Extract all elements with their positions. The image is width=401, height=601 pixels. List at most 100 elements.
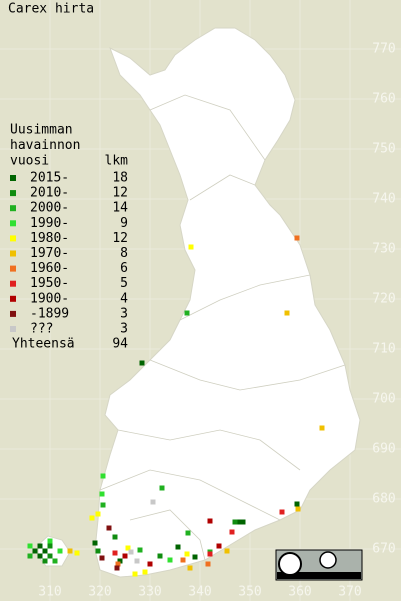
observation-dot	[188, 244, 194, 250]
observation-dot	[159, 485, 165, 491]
legend-label: 1970-	[30, 246, 69, 261]
legend-label: ???	[30, 322, 53, 337]
license-strip	[277, 572, 361, 579]
observation-dot	[175, 544, 181, 550]
by-icon	[319, 551, 337, 569]
x-tick-label: 310	[38, 585, 61, 600]
observation-dot	[117, 558, 123, 564]
legend-count: 18	[112, 171, 128, 186]
observation-dot	[184, 310, 190, 316]
observation-dot	[319, 425, 325, 431]
observation-dot	[142, 569, 148, 575]
observation-dot	[134, 558, 140, 564]
legend-count: 5	[120, 276, 128, 291]
observation-dot	[47, 553, 53, 559]
observation-dot	[284, 310, 290, 316]
observation-dot	[37, 543, 43, 549]
y-tick-label: 670	[372, 542, 395, 557]
observation-dot	[157, 553, 163, 559]
y-tick-label: 700	[372, 392, 395, 407]
observation-dot	[42, 558, 48, 564]
legend-swatch	[10, 190, 16, 197]
legend-count-heading: lkm	[105, 154, 129, 169]
map-title: Carex hirta	[8, 2, 94, 17]
observation-dot	[180, 557, 186, 563]
observation-dot	[74, 550, 80, 556]
observation-dot	[192, 554, 198, 560]
observation-dot	[240, 519, 246, 525]
observation-dot	[167, 557, 173, 563]
legend-count: 8	[120, 246, 128, 261]
legend-label: 1950-	[30, 276, 69, 291]
observation-dot	[207, 551, 213, 557]
legend-swatch	[10, 295, 16, 302]
legend-swatch	[10, 220, 16, 227]
legend-label: 1990-	[30, 216, 69, 231]
observation-dot	[185, 530, 191, 536]
legend-label: 2000-	[30, 201, 69, 216]
observation-dot	[114, 565, 120, 571]
observation-dot	[132, 571, 138, 577]
observation-dot	[32, 548, 38, 554]
observation-dot	[147, 561, 153, 567]
observation-dot	[95, 548, 101, 554]
legend-swatch	[10, 175, 16, 181]
legend-swatch	[10, 326, 16, 332]
legend-swatch	[10, 235, 16, 242]
observation-dot	[139, 360, 145, 366]
observation-dot	[216, 543, 222, 549]
region-borders	[99, 94, 346, 561]
total-label: Yhteensä	[12, 337, 75, 352]
finland-outline	[94, 27, 361, 578]
legend-swatch	[10, 250, 16, 257]
legend-heading: havainnon	[10, 138, 80, 153]
legend-label: 1980-	[30, 231, 69, 246]
observation-dot	[184, 551, 190, 557]
observation-dot	[92, 540, 98, 546]
y-tick-label: 710	[372, 342, 395, 357]
legend-count: 9	[120, 216, 128, 231]
legend-count: 3	[120, 322, 128, 337]
legend-label: 2015-	[30, 171, 69, 186]
legend-label: 1900-	[30, 291, 69, 306]
x-tick-label: 360	[288, 585, 311, 600]
observation-dot	[137, 547, 143, 553]
observations	[27, 235, 325, 577]
observation-dot	[99, 555, 105, 561]
observation-dot	[67, 548, 73, 554]
legend-count: 12	[112, 231, 128, 246]
observation-dot	[47, 543, 53, 549]
observation-dot	[89, 515, 95, 521]
y-tick-label: 730	[372, 242, 395, 257]
legend-label: 2010-	[30, 186, 69, 201]
observation-dot	[224, 548, 230, 554]
observation-dot	[57, 548, 63, 554]
total-value: 94	[112, 337, 128, 352]
observation-dot	[99, 491, 105, 497]
y-tick-label: 740	[372, 192, 395, 207]
observation-dot	[294, 235, 300, 241]
legend-label: -1899	[30, 306, 69, 321]
observation-dot	[207, 518, 213, 524]
y-tick-label: 680	[372, 492, 395, 507]
observation-dot	[95, 511, 101, 517]
observation-dot	[37, 553, 43, 559]
y-tick-label: 720	[372, 292, 395, 307]
observation-dot	[229, 529, 235, 535]
observation-dot	[150, 499, 156, 505]
x-tick-label: 350	[238, 585, 261, 600]
observation-dot	[128, 549, 134, 555]
observation-dot	[27, 553, 33, 559]
legend-swatch	[10, 265, 16, 272]
legend-swatch	[10, 310, 16, 317]
observation-dot	[52, 558, 58, 564]
observation-dot	[42, 548, 48, 554]
observation-dot	[27, 543, 33, 549]
observation-dot	[294, 501, 300, 507]
observation-dot	[232, 519, 238, 525]
observation-dot	[279, 509, 285, 515]
legend-count: 4	[120, 291, 128, 306]
labels: 310 320 330 340 350 360 370 670 680 690 700 710 720 7…	[8, 2, 396, 600]
y-tick-label: 690	[372, 442, 395, 457]
